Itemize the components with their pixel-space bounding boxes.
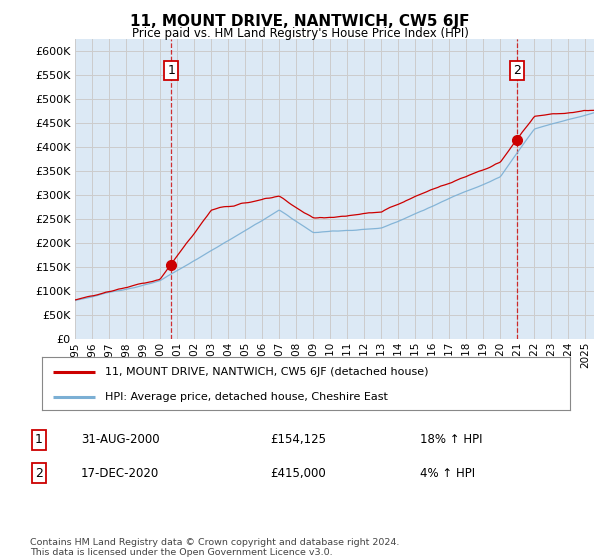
Text: 2: 2 (35, 466, 43, 480)
Text: 11, MOUNT DRIVE, NANTWICH, CW5 6JF: 11, MOUNT DRIVE, NANTWICH, CW5 6JF (130, 14, 470, 29)
Text: Contains HM Land Registry data © Crown copyright and database right 2024.
This d: Contains HM Land Registry data © Crown c… (30, 538, 400, 557)
Text: 31-AUG-2000: 31-AUG-2000 (81, 433, 160, 446)
Text: 18% ↑ HPI: 18% ↑ HPI (420, 433, 482, 446)
Text: 1: 1 (167, 64, 175, 77)
Text: Price paid vs. HM Land Registry's House Price Index (HPI): Price paid vs. HM Land Registry's House … (131, 27, 469, 40)
Text: £415,000: £415,000 (270, 466, 326, 480)
Text: 1: 1 (35, 433, 43, 446)
Text: £154,125: £154,125 (270, 433, 326, 446)
Text: 4% ↑ HPI: 4% ↑ HPI (420, 466, 475, 480)
Text: 17-DEC-2020: 17-DEC-2020 (81, 466, 159, 480)
Text: 2: 2 (513, 64, 521, 77)
Text: 11, MOUNT DRIVE, NANTWICH, CW5 6JF (detached house): 11, MOUNT DRIVE, NANTWICH, CW5 6JF (deta… (106, 367, 429, 377)
Text: HPI: Average price, detached house, Cheshire East: HPI: Average price, detached house, Ches… (106, 391, 388, 402)
